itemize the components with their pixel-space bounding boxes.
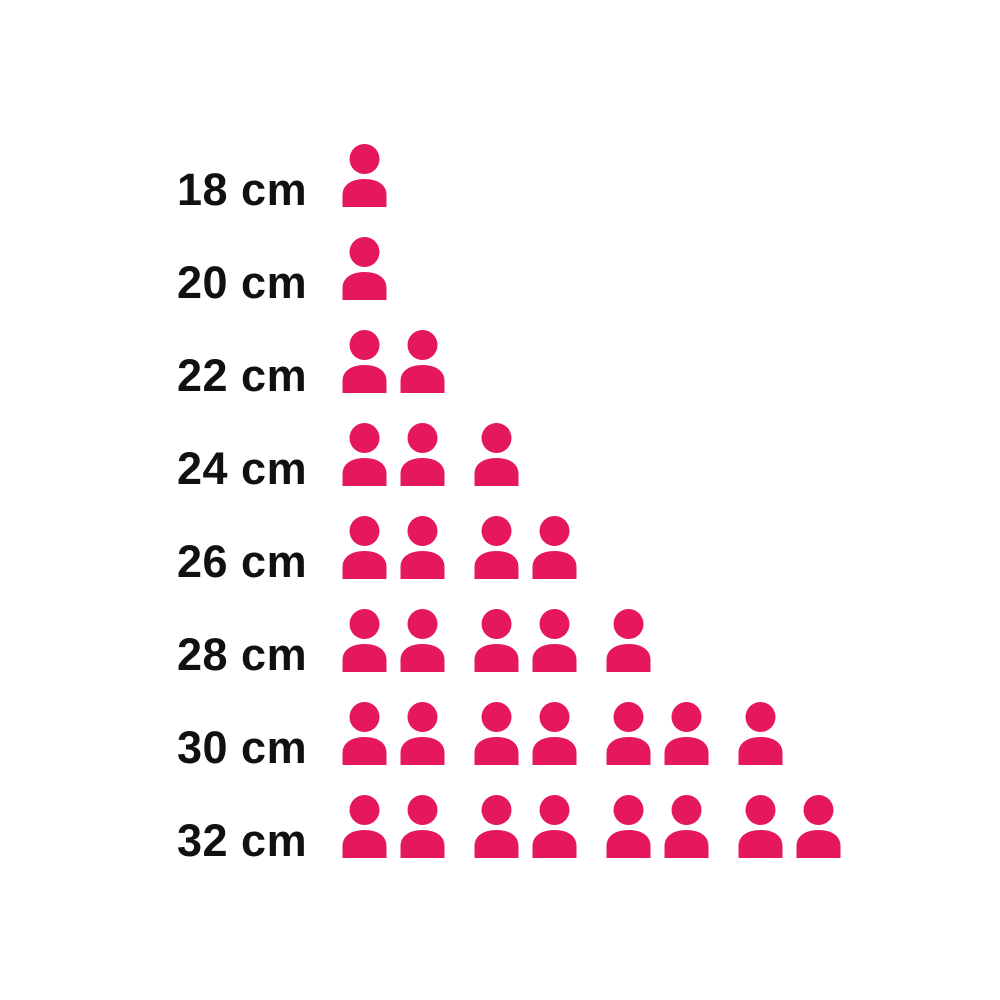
person-icon (664, 795, 709, 858)
chart-row: 32 cm (177, 794, 1000, 863)
person-icon (400, 423, 445, 486)
category-label: 28 cm (177, 629, 308, 680)
icon-group (341, 329, 446, 393)
person-icon (738, 795, 783, 858)
icon-group (341, 515, 446, 579)
chart-row: 24 cm (177, 422, 1000, 491)
chart-row: 28 cm (177, 608, 1000, 677)
person-icon (664, 702, 709, 765)
person-icon (606, 795, 651, 858)
person-icon (738, 702, 783, 765)
person-icon (342, 516, 387, 579)
icon-row (341, 422, 520, 486)
person-icon (474, 423, 519, 486)
person-icon (400, 702, 445, 765)
person-icon (342, 702, 387, 765)
icon-group (341, 236, 388, 300)
icon-group (341, 794, 446, 858)
icon-group (737, 794, 842, 858)
person-icon (532, 516, 577, 579)
category-label: 26 cm (177, 536, 308, 587)
person-icon (400, 795, 445, 858)
icon-row (341, 701, 784, 765)
person-icon (474, 609, 519, 672)
person-icon (474, 702, 519, 765)
category-label: 22 cm (177, 350, 308, 401)
person-icon (474, 795, 519, 858)
icon-row (341, 515, 578, 579)
person-icon (342, 795, 387, 858)
icon-row (341, 236, 388, 300)
person-icon (342, 330, 387, 393)
person-icon (532, 609, 577, 672)
icon-group (473, 608, 578, 672)
icon-group (605, 794, 710, 858)
person-icon (474, 516, 519, 579)
icon-group (473, 515, 578, 579)
chart-row: 26 cm (177, 515, 1000, 584)
icon-row (341, 608, 652, 672)
category-label: 32 cm (177, 815, 308, 866)
person-icon (532, 702, 577, 765)
icon-group (473, 422, 520, 486)
chart-row: 18 cm (177, 143, 1000, 212)
icon-group (605, 608, 652, 672)
chart-row: 20 cm (177, 236, 1000, 305)
icon-row (341, 794, 842, 858)
category-label: 20 cm (177, 257, 308, 308)
person-icon (606, 609, 651, 672)
icon-group (737, 701, 784, 765)
person-icon (342, 237, 387, 300)
icon-group (341, 701, 446, 765)
category-label: 30 cm (177, 722, 308, 773)
person-icon (342, 144, 387, 207)
person-icon (342, 423, 387, 486)
icon-row (341, 329, 446, 393)
chart-rows: 18 cm 20 cm 22 cm 24 cm 26 cm 28 cm (177, 143, 1000, 863)
icon-group (605, 701, 710, 765)
icon-group (473, 701, 578, 765)
icon-group (341, 422, 446, 486)
icon-group (341, 608, 446, 672)
icon-row (341, 143, 388, 207)
person-icon (342, 609, 387, 672)
icon-group (341, 143, 388, 207)
chart-row: 22 cm (177, 329, 1000, 398)
person-icon (606, 702, 651, 765)
category-label: 18 cm (177, 164, 308, 215)
person-icon (796, 795, 841, 858)
person-icon (532, 795, 577, 858)
person-icon (400, 609, 445, 672)
person-icon (400, 330, 445, 393)
category-label: 24 cm (177, 443, 308, 494)
icon-group (473, 794, 578, 858)
person-icon (400, 516, 445, 579)
chart-row: 30 cm (177, 701, 1000, 770)
